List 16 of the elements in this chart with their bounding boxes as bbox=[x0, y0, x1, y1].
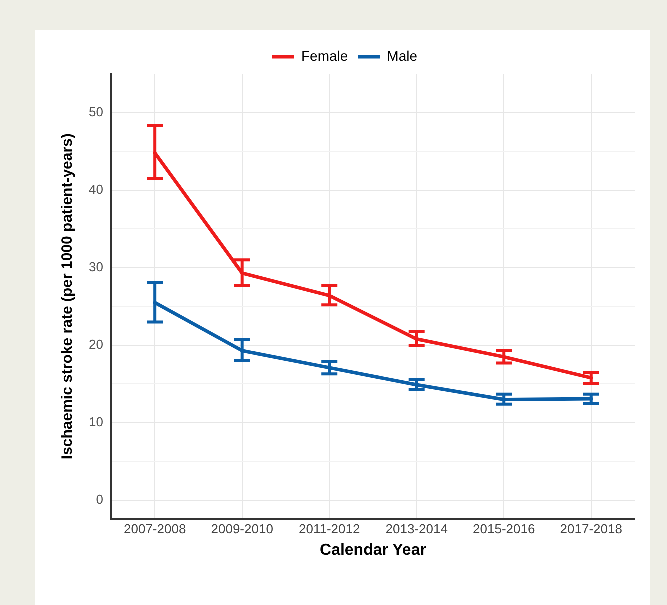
y-tick-label: 10 bbox=[88, 414, 104, 430]
y-tick-label: 50 bbox=[88, 104, 104, 120]
x-tick-label: 2011-2012 bbox=[298, 522, 360, 537]
x-axis-title: Calendar Year bbox=[320, 542, 426, 559]
y-tick-label: 0 bbox=[96, 492, 104, 508]
y-axis-title: Ischaemic stroke rate (per 1000 patient-years) bbox=[59, 134, 76, 460]
x-tick-label: 2015-2016 bbox=[473, 522, 536, 537]
x-tick-label: 2007-2008 bbox=[124, 522, 186, 537]
y-tick-label: 30 bbox=[88, 259, 104, 274]
legend-label: Male bbox=[387, 48, 418, 64]
x-tick-label: 2009-2010 bbox=[211, 522, 274, 537]
y-tick-label: 20 bbox=[88, 337, 104, 352]
legend-label: Female bbox=[301, 48, 348, 64]
y-tick-label: 40 bbox=[88, 182, 104, 197]
x-tick-label: 2013-2014 bbox=[386, 522, 448, 537]
x-tick-label: 2017-2018 bbox=[560, 522, 622, 537]
